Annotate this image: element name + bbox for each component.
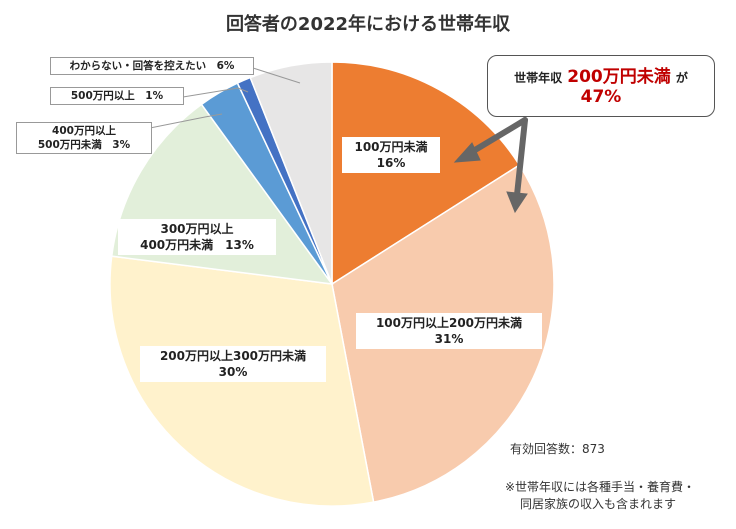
arrow-to-100-200	[514, 117, 528, 198]
footnote-line-2: 同居家族の収入も含まれます	[520, 497, 677, 511]
leader-line-unknown	[252, 67, 301, 84]
slice-label-100-200: 100万円以上200万円未満 31%	[356, 313, 542, 349]
response-count: 有効回答数：873	[510, 442, 605, 456]
leader-line-500plus	[182, 87, 249, 98]
leader-line-400-500	[149, 113, 223, 129]
callout-prefix: 世帯年収	[514, 71, 563, 85]
slice-label-under-100: 100万円未満 16%	[342, 137, 440, 173]
slice-label-300-400: 300万円以上 400万円未満 13%	[118, 219, 276, 255]
callout-suffix: が	[675, 71, 688, 85]
callout-value: 47%	[580, 87, 622, 107]
pie-slice-0	[331, 61, 521, 286]
summary-callout: 世帯年収 200万円未満 が 47%	[487, 55, 715, 117]
callout-highlight: 200万円未満	[567, 67, 671, 87]
chart-title: 回答者の2022年における世帯年収	[225, 14, 511, 35]
slice-label-500plus: 500万円以上 1%	[50, 87, 184, 105]
pie-slice-6	[249, 61, 333, 285]
slice-label-400-500: 400万円以上 500万円未満 3%	[16, 122, 152, 154]
slice-label-200-300: 200万円以上300万円未満 30%	[140, 346, 326, 382]
arrow-head	[506, 191, 528, 214]
arrow-head	[453, 142, 481, 163]
arrow-to-under-100	[467, 117, 528, 156]
slice-label-unknown: わからない・回答を控えたい 6%	[50, 57, 254, 75]
footnote-line-1: ※世帯年収には各種手当・養育費・	[505, 480, 696, 494]
